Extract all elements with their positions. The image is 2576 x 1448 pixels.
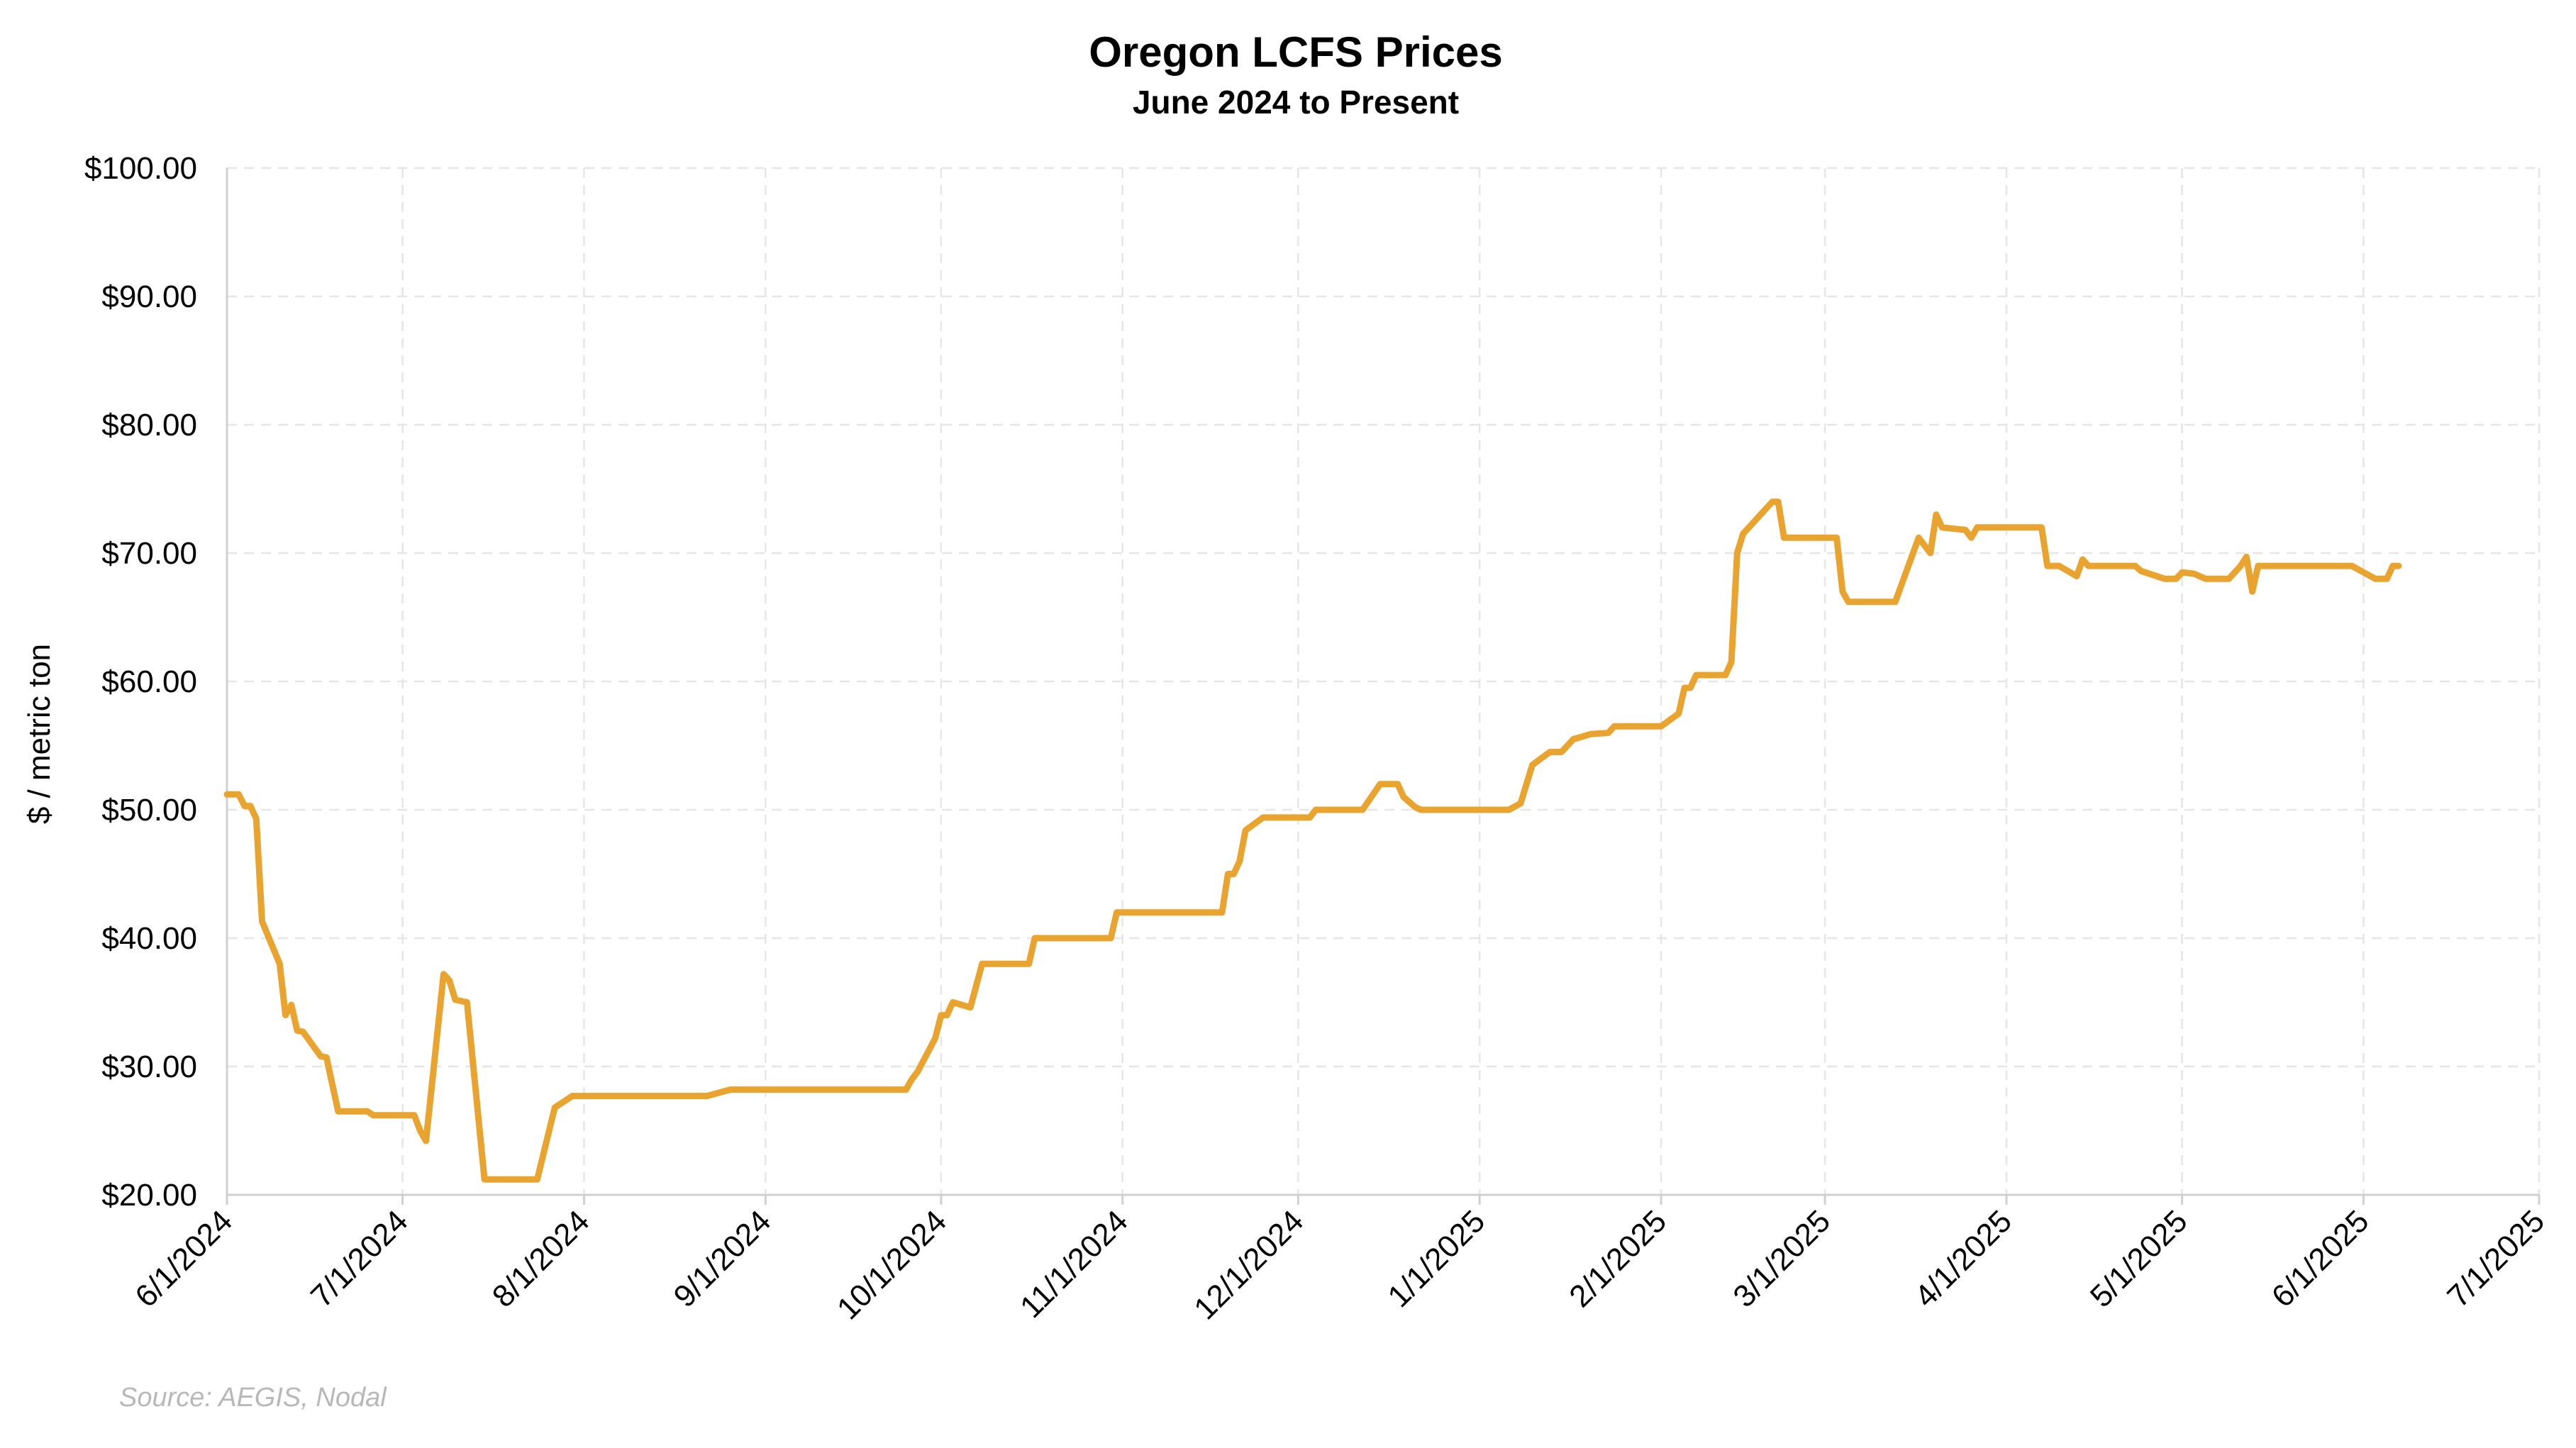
y-tick-label: $60.00 xyxy=(101,664,197,699)
y-tick-label: $40.00 xyxy=(101,921,197,956)
x-tick-label: 1/1/2025 xyxy=(1381,1203,1492,1314)
y-axis-ticks: $100.00 $90.00 $80.00 $70.00 $60.00 $50.00 $40… xyxy=(84,151,197,1213)
price-series-line xyxy=(223,499,2402,1183)
x-tick-label: 4/1/2025 xyxy=(1908,1203,2019,1314)
x-tick-label: 6/1/2024 xyxy=(128,1203,239,1314)
source-note: Source: AEGIS, Nodal xyxy=(119,1383,387,1413)
x-tick-label: 5/1/2025 xyxy=(2084,1203,2194,1314)
y-axis-label: $ / metric ton xyxy=(22,644,57,824)
chart-subtitle: June 2024 to Present xyxy=(1133,84,1459,121)
x-tick-label: 2/1/2025 xyxy=(1562,1203,1673,1314)
x-tick-label: 10/1/2024 xyxy=(831,1203,953,1326)
x-tick-label: 3/1/2025 xyxy=(1726,1203,1837,1314)
y-tick-label: $30.00 xyxy=(101,1049,197,1084)
grid-lines xyxy=(227,167,2541,1195)
x-tick-label: 11/1/2024 xyxy=(1014,1203,1135,1325)
x-axis-ticks: 6/1/2024 7/1/2024 8/1/2024 9/1/2024 10/1/202… xyxy=(128,1203,2551,1326)
series-layer xyxy=(223,499,2402,1183)
y-tick-label: $80.00 xyxy=(101,408,197,442)
x-tick-label: 7/1/2025 xyxy=(2441,1203,2551,1314)
chart-title: Oregon LCFS Prices xyxy=(1089,28,1502,76)
x-tick-label: 8/1/2024 xyxy=(486,1203,596,1314)
x-tick-label: 7/1/2024 xyxy=(304,1203,415,1314)
x-tick-label: 12/1/2024 xyxy=(1187,1203,1310,1326)
y-tick-label: $20.00 xyxy=(101,1178,197,1213)
x-tick-label: 6/1/2025 xyxy=(2265,1203,2376,1314)
x-tick-label: 9/1/2024 xyxy=(667,1203,778,1314)
y-tick-label: $70.00 xyxy=(101,536,197,571)
y-tick-label: $100.00 xyxy=(84,151,197,186)
y-tick-label: $50.00 xyxy=(101,793,197,828)
y-tick-label: $90.00 xyxy=(101,279,197,314)
axes xyxy=(226,168,2541,1205)
